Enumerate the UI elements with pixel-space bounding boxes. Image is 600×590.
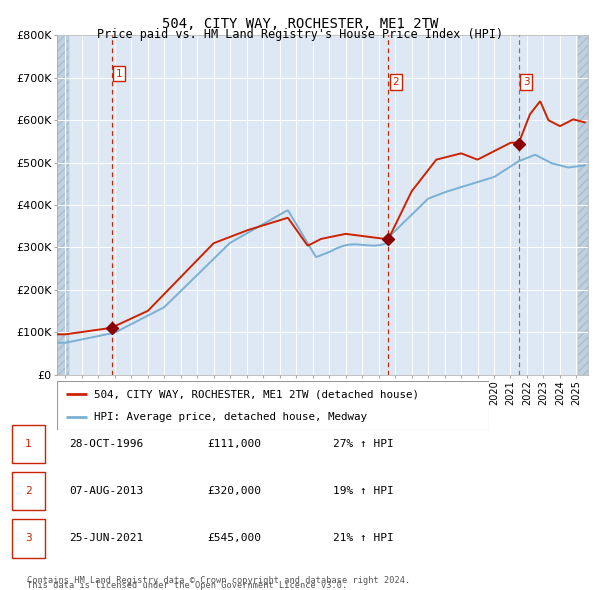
Text: £545,000: £545,000 <box>207 533 261 543</box>
Text: 07-AUG-2013: 07-AUG-2013 <box>69 486 143 496</box>
Text: 27% ↑ HPI: 27% ↑ HPI <box>333 439 394 449</box>
Text: 19% ↑ HPI: 19% ↑ HPI <box>333 486 394 496</box>
Text: 2: 2 <box>392 77 399 87</box>
Text: 1: 1 <box>116 68 122 78</box>
Text: 1: 1 <box>25 439 32 449</box>
FancyBboxPatch shape <box>57 381 489 430</box>
Text: HPI: Average price, detached house, Medway: HPI: Average price, detached house, Medw… <box>94 412 367 422</box>
Text: 25-JUN-2021: 25-JUN-2021 <box>69 533 143 543</box>
Text: £320,000: £320,000 <box>207 486 261 496</box>
Text: 3: 3 <box>25 533 32 543</box>
Text: This data is licensed under the Open Government Licence v3.0.: This data is licensed under the Open Gov… <box>27 581 347 590</box>
Text: 504, CITY WAY, ROCHESTER, ME1 2TW: 504, CITY WAY, ROCHESTER, ME1 2TW <box>162 17 438 31</box>
Text: 3: 3 <box>523 77 529 87</box>
Text: 504, CITY WAY, ROCHESTER, ME1 2TW (detached house): 504, CITY WAY, ROCHESTER, ME1 2TW (detac… <box>94 389 419 399</box>
Text: Price paid vs. HM Land Registry's House Price Index (HPI): Price paid vs. HM Land Registry's House … <box>97 28 503 41</box>
Text: 28-OCT-1996: 28-OCT-1996 <box>69 439 143 449</box>
Text: 21% ↑ HPI: 21% ↑ HPI <box>333 533 394 543</box>
Text: Contains HM Land Registry data © Crown copyright and database right 2024.: Contains HM Land Registry data © Crown c… <box>27 576 410 585</box>
Text: £111,000: £111,000 <box>207 439 261 449</box>
Text: 2: 2 <box>25 486 32 496</box>
